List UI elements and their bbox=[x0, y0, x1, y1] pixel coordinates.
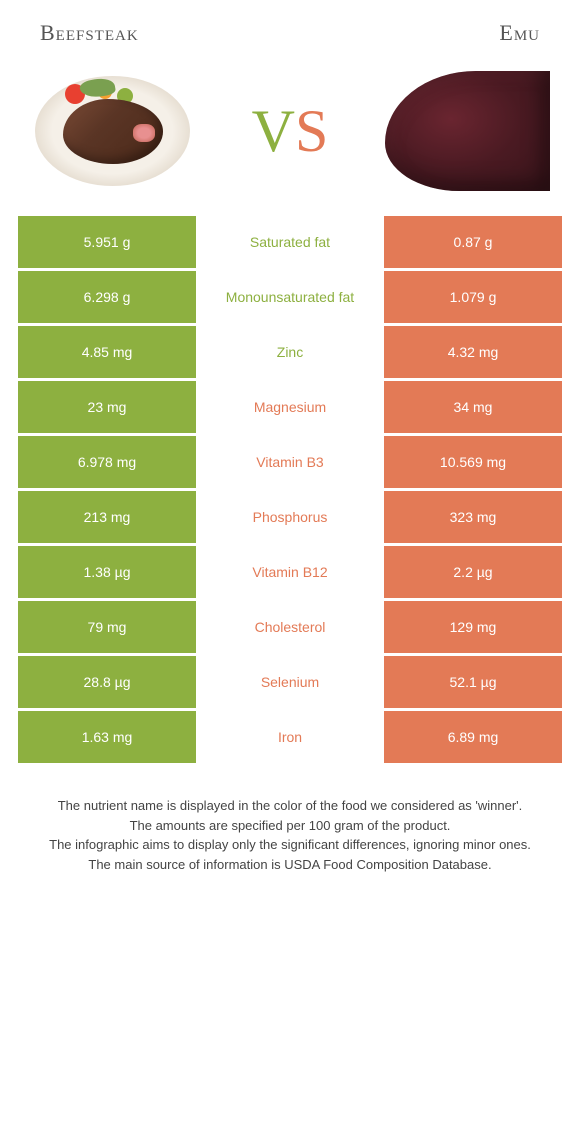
food-b-title: Emu bbox=[499, 20, 540, 46]
nutrient-name: Phosphorus bbox=[196, 491, 384, 543]
value-left: 6.978 mg bbox=[18, 436, 196, 488]
value-right: 0.87 g bbox=[384, 216, 562, 268]
value-left: 6.298 g bbox=[18, 271, 196, 323]
value-left: 1.63 mg bbox=[18, 711, 196, 763]
table-row: 28.8 µgSelenium52.1 µg bbox=[18, 656, 562, 708]
table-row: 213 mgPhosphorus323 mg bbox=[18, 491, 562, 543]
nutrient-name: Saturated fat bbox=[196, 216, 384, 268]
table-row: 4.85 mgZinc4.32 mg bbox=[18, 326, 562, 378]
table-row: 6.978 mgVitamin B310.569 mg bbox=[18, 436, 562, 488]
nutrient-name: Monounsaturated fat bbox=[196, 271, 384, 323]
nutrient-name: Magnesium bbox=[196, 381, 384, 433]
vs-v: V bbox=[252, 98, 295, 164]
table-row: 23 mgMagnesium34 mg bbox=[18, 381, 562, 433]
food-b-image bbox=[375, 66, 560, 196]
food-a-image bbox=[20, 66, 205, 196]
food-a-title: Beefsteak bbox=[40, 20, 139, 46]
value-right: 4.32 mg bbox=[384, 326, 562, 378]
vs-label: VS bbox=[252, 97, 329, 166]
value-left: 4.85 mg bbox=[18, 326, 196, 378]
table-row: 1.38 µgVitamin B122.2 µg bbox=[18, 546, 562, 598]
table-row: 5.951 gSaturated fat0.87 g bbox=[18, 216, 562, 268]
value-left: 79 mg bbox=[18, 601, 196, 653]
nutrient-name: Zinc bbox=[196, 326, 384, 378]
value-right: 323 mg bbox=[384, 491, 562, 543]
value-right: 1.079 g bbox=[384, 271, 562, 323]
nutrient-name: Vitamin B12 bbox=[196, 546, 384, 598]
table-row: 1.63 mgIron6.89 mg bbox=[18, 711, 562, 763]
table-row: 6.298 gMonounsaturated fat1.079 g bbox=[18, 271, 562, 323]
footer-line-4: The main source of information is USDA F… bbox=[30, 855, 550, 875]
footer-line-1: The nutrient name is displayed in the co… bbox=[30, 796, 550, 816]
value-right: 34 mg bbox=[384, 381, 562, 433]
value-right: 129 mg bbox=[384, 601, 562, 653]
value-right: 6.89 mg bbox=[384, 711, 562, 763]
value-left: 23 mg bbox=[18, 381, 196, 433]
comparison-table: 5.951 gSaturated fat0.87 g6.298 gMonouns… bbox=[0, 216, 580, 763]
value-left: 1.38 µg bbox=[18, 546, 196, 598]
header: Beefsteak Emu bbox=[0, 0, 580, 56]
value-right: 10.569 mg bbox=[384, 436, 562, 488]
nutrient-name: Cholesterol bbox=[196, 601, 384, 653]
value-right: 2.2 µg bbox=[384, 546, 562, 598]
vs-s: S bbox=[295, 98, 328, 164]
nutrient-name: Iron bbox=[196, 711, 384, 763]
table-row: 79 mgCholesterol129 mg bbox=[18, 601, 562, 653]
vs-row: VS bbox=[0, 56, 580, 216]
value-right: 52.1 µg bbox=[384, 656, 562, 708]
value-left: 28.8 µg bbox=[18, 656, 196, 708]
value-left: 213 mg bbox=[18, 491, 196, 543]
footer-notes: The nutrient name is displayed in the co… bbox=[0, 766, 580, 894]
nutrient-name: Vitamin B3 bbox=[196, 436, 384, 488]
value-left: 5.951 g bbox=[18, 216, 196, 268]
footer-line-2: The amounts are specified per 100 gram o… bbox=[30, 816, 550, 836]
footer-line-3: The infographic aims to display only the… bbox=[30, 835, 550, 855]
nutrient-name: Selenium bbox=[196, 656, 384, 708]
